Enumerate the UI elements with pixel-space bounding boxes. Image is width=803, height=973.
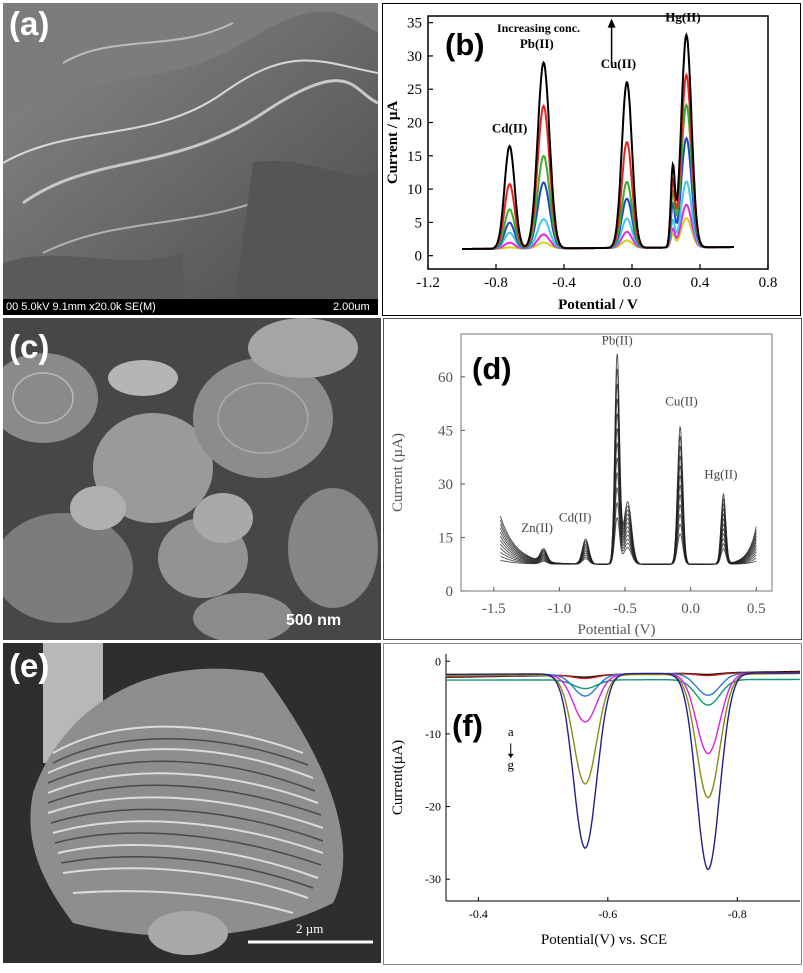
y-tick-label-d: 45 [438, 423, 453, 439]
chart-f-svg: -0.4 -0.6 -0.8 0 -10 -20 -30 Potential(V) vs. S… [390, 654, 801, 948]
panel-label-f: (f) [452, 708, 483, 743]
panel-label-b: (b) [445, 27, 485, 62]
x-tick-label-b: 0.0 [623, 275, 642, 291]
y-tick-label-f: -20 [425, 800, 441, 814]
x-tick-label-f: -0.4 [469, 907, 488, 921]
sem-texture-a [3, 3, 378, 315]
y-axis-label-b: Current / µA [385, 101, 401, 185]
y-axis-label-f: Current(µA) [390, 740, 406, 815]
y-tick-label-b: 15 [407, 149, 422, 165]
x-axis-label-d: Potential (V) [578, 622, 656, 638]
series-end-label-f: g [507, 757, 514, 772]
panel-label-e: (e) [9, 647, 50, 684]
chart-d-svg: -1.5 -1.0 -0.5 0.0 0.5 0 15 30 45 60 Potential (V)… [390, 333, 773, 638]
scale-label-e: 2 µm [296, 921, 324, 936]
peak-label-b: Pb(II) [520, 36, 554, 51]
peak-label-b: Cd(II) [492, 121, 527, 136]
series-line-f [446, 672, 801, 870]
sem-image-e: (e) 2 µm [3, 643, 381, 963]
sem-meta-a: 00 5.0kV 9.1mm x20.0k SE(M) [6, 301, 156, 313]
x-tick-label-b: -0.4 [552, 275, 576, 291]
peak-label-d: Cu(II) [665, 393, 698, 408]
panel-label-a: (a) [9, 5, 50, 42]
x-tick-label-d: -1.0 [548, 601, 572, 617]
x-tick-label-d: 0.5 [747, 601, 766, 617]
plot-frame-d [460, 333, 773, 592]
series-line-d [499, 353, 757, 565]
sem-image-a: (a) 00 5.0kV 9.1mm x20.0k SE(M) 2.00um [3, 3, 378, 315]
sem-texture-e [3, 643, 381, 963]
x-tick-label-d: -1.5 [482, 601, 506, 617]
x-tick-label-f: -0.6 [598, 907, 617, 921]
y-tick-label-b: 30 [407, 49, 422, 65]
increase-arrow-head-b [607, 18, 616, 28]
peak-label-d: Pb(II) [602, 333, 633, 348]
series-line-f [446, 678, 801, 706]
series-start-label-f: a [508, 724, 514, 739]
x-tick-label-b: 0.8 [759, 275, 778, 291]
y-tick-label-f: -10 [425, 727, 441, 741]
y-tick-label-d: 15 [438, 530, 453, 546]
y-tick-label-b: 20 [407, 116, 422, 132]
x-tick-label-b: -1.2 [416, 275, 440, 291]
series-line-d [499, 413, 757, 565]
series-line-f [446, 672, 801, 755]
x-tick-label-d: -0.5 [613, 601, 637, 617]
scale-label-c: 500 nm [286, 612, 342, 629]
y-tick-label-b: 35 [407, 16, 422, 32]
y-tick-label-b: 0 [415, 249, 423, 265]
x-tick-label-b: -0.8 [484, 275, 508, 291]
y-tick-label-f: 0 [435, 654, 441, 668]
y-tick-label-d: 30 [438, 477, 453, 493]
y-tick-label-d: 60 [438, 370, 453, 386]
x-axis-label-b: Potential / V [558, 297, 638, 313]
panel-label-d: (d) [472, 351, 512, 386]
chart-panel-f: -0.4 -0.6 -0.8 0 -10 -20 -30 Potential(V) vs. S… [383, 643, 802, 965]
y-tick-label-d: 0 [446, 584, 454, 600]
y-tick-label-f: -30 [425, 872, 441, 886]
x-tick-label-b: 0.4 [691, 275, 710, 291]
chart-panel-b: -1.2 -0.8 -0.4 0.0 0.4 0.8 0 5 10 15 20 25 30 35 Poten… [382, 3, 801, 316]
y-axis-label-d: Current (µA) [390, 433, 406, 512]
panel-label-c: (c) [9, 328, 50, 365]
y-tick-label-b: 5 [415, 215, 423, 231]
sem-scale-a: 2.00um [333, 301, 370, 313]
chart-panel-d: -1.5 -1.0 -0.5 0.0 0.5 0 15 30 45 60 Potential (V)… [383, 318, 802, 640]
chart-b-svg: -1.2 -0.8 -0.4 0.0 0.4 0.8 0 5 10 15 20 25 30 35 Poten… [385, 9, 778, 313]
peak-label-d: Hg(II) [704, 467, 737, 482]
annotation-increasing-conc-b: Increasing conc. [497, 21, 580, 35]
series-line-f [446, 672, 801, 799]
series-arrow-head-f [507, 753, 514, 758]
series-line-b [462, 32, 734, 250]
x-tick-label-f: -0.8 [728, 907, 747, 921]
y-tick-label-b: 10 [407, 182, 422, 198]
x-tick-label-d: 0.0 [681, 601, 700, 617]
plot-frame-b [427, 15, 769, 270]
peak-label-b: Hg(II) [665, 9, 700, 24]
sem-texture-c [3, 318, 381, 640]
peak-label-b: Cu(II) [601, 56, 636, 71]
x-axis-label-f: Potential(V) vs. SCE [541, 932, 667, 948]
sem-image-c: (c) 500 nm [3, 318, 381, 640]
peak-label-d: Zn(II) [521, 520, 553, 535]
y-tick-label-b: 25 [407, 82, 422, 98]
peak-label-d: Cd(II) [559, 509, 592, 524]
